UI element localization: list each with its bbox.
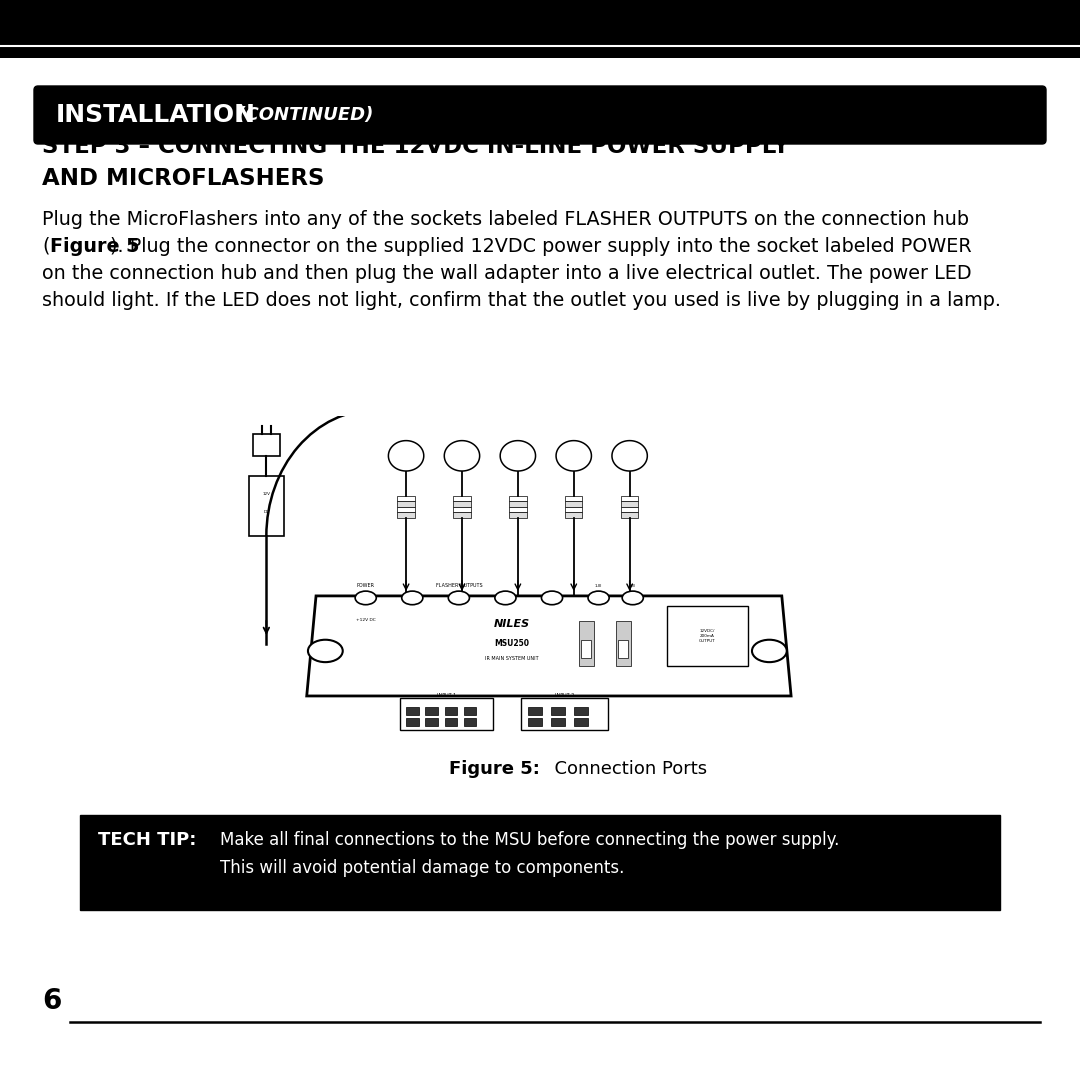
Bar <box>463 706 476 715</box>
Circle shape <box>448 591 470 605</box>
Bar <box>426 706 437 715</box>
Text: +12V DC: +12V DC <box>355 618 376 622</box>
Bar <box>581 640 591 658</box>
Bar <box>565 512 582 517</box>
Circle shape <box>588 591 609 605</box>
Circle shape <box>355 591 376 605</box>
Bar <box>445 706 457 715</box>
Bar <box>616 621 631 666</box>
Bar <box>621 512 638 517</box>
Text: 6: 6 <box>42 987 62 1015</box>
Bar <box>528 718 542 726</box>
Bar <box>406 706 419 715</box>
Text: INPUT 1: INPUT 1 <box>436 693 456 698</box>
Bar <box>454 496 471 501</box>
Text: Figure 5: Figure 5 <box>50 237 139 256</box>
Bar <box>621 496 638 501</box>
Bar <box>521 698 608 730</box>
Text: Plug the MicroFlashers into any of the sockets labeled FLASHER OUTPUTS on the co: Plug the MicroFlashers into any of the s… <box>42 210 969 229</box>
Circle shape <box>752 639 786 662</box>
Bar <box>565 507 582 512</box>
Bar <box>426 718 437 726</box>
Text: Make all final connections to the MSU before connecting the power supply.: Make all final connections to the MSU be… <box>220 831 839 849</box>
Polygon shape <box>444 441 480 471</box>
Text: AND MICROFLASHERS: AND MICROFLASHERS <box>42 167 324 190</box>
Bar <box>463 718 476 726</box>
Text: MSU250: MSU250 <box>495 639 529 648</box>
FancyBboxPatch shape <box>33 86 1047 144</box>
Bar <box>552 718 565 726</box>
Text: on the connection hub and then plug the wall adapter into a live electrical outl: on the connection hub and then plug the … <box>42 264 972 283</box>
Text: ). Plug the connector on the supplied 12VDC power supply into the socket labeled: ). Plug the connector on the supplied 12… <box>110 237 972 256</box>
Bar <box>397 507 415 512</box>
Polygon shape <box>556 441 592 471</box>
Bar <box>509 496 527 501</box>
Text: INSTALLATION: INSTALLATION <box>56 103 256 127</box>
Polygon shape <box>500 441 536 471</box>
Bar <box>454 512 471 517</box>
Text: should light. If the LED does not light, confirm that the outlet you used is liv: should light. If the LED does not light,… <box>42 291 1001 310</box>
Bar <box>619 640 629 658</box>
Text: This will avoid potential damage to components.: This will avoid potential damage to comp… <box>220 859 624 877</box>
Bar <box>552 706 565 715</box>
Text: DC: DC <box>264 510 269 514</box>
Bar <box>667 606 747 666</box>
Text: LOW: LOW <box>581 659 592 663</box>
Bar <box>528 706 542 715</box>
Circle shape <box>622 591 644 605</box>
Bar <box>621 507 638 512</box>
Text: 12V: 12V <box>262 491 270 496</box>
Bar <box>509 512 527 517</box>
Text: Figure 5:: Figure 5: <box>449 760 540 778</box>
Text: (CONTINUED): (CONTINUED) <box>231 106 374 124</box>
Text: LOW: LOW <box>618 659 629 663</box>
Text: HI: HI <box>583 629 589 634</box>
Circle shape <box>541 591 563 605</box>
Text: POWER: POWER <box>356 583 375 588</box>
Bar <box>249 476 284 536</box>
Bar <box>253 434 280 456</box>
Bar <box>80 815 1000 910</box>
Bar <box>621 501 638 507</box>
Polygon shape <box>389 441 423 471</box>
Bar <box>565 496 582 501</box>
Text: STEP 3 – CONNECTING THE 12VDC IN-LINE POWER SUPPLY: STEP 3 – CONNECTING THE 12VDC IN-LINE PO… <box>42 135 789 158</box>
Bar <box>397 501 415 507</box>
Bar <box>565 501 582 507</box>
Bar <box>575 706 588 715</box>
Bar <box>406 718 419 726</box>
Circle shape <box>402 591 423 605</box>
Bar <box>454 507 471 512</box>
Text: 1-III: 1-III <box>595 584 603 588</box>
Bar <box>400 698 492 730</box>
Circle shape <box>308 639 342 662</box>
Text: IR MAIN SYSTEM UNIT: IR MAIN SYSTEM UNIT <box>485 657 539 661</box>
Bar <box>579 621 594 666</box>
Bar <box>575 718 588 726</box>
Text: IIIII: IIIII <box>631 584 635 588</box>
Text: 12VDC/
200mA
OUTPUT: 12VDC/ 200mA OUTPUT <box>699 630 716 643</box>
Bar <box>509 507 527 512</box>
Bar <box>445 718 457 726</box>
Text: INPUT 2: INPUT 2 <box>555 693 575 698</box>
Bar <box>397 496 415 501</box>
Circle shape <box>495 591 516 605</box>
Bar <box>454 501 471 507</box>
Polygon shape <box>307 596 791 696</box>
Bar <box>0 0 1080 58</box>
Bar <box>397 512 415 517</box>
Text: (: ( <box>42 237 50 256</box>
Text: Connection Ports: Connection Ports <box>543 760 707 778</box>
Text: HI: HI <box>621 629 626 634</box>
Bar <box>509 501 527 507</box>
Text: TECH TIP:: TECH TIP: <box>98 831 197 849</box>
Text: NILES: NILES <box>494 619 529 629</box>
Text: FLASHER OUTPUTS: FLASHER OUTPUTS <box>435 583 482 588</box>
Polygon shape <box>612 441 647 471</box>
